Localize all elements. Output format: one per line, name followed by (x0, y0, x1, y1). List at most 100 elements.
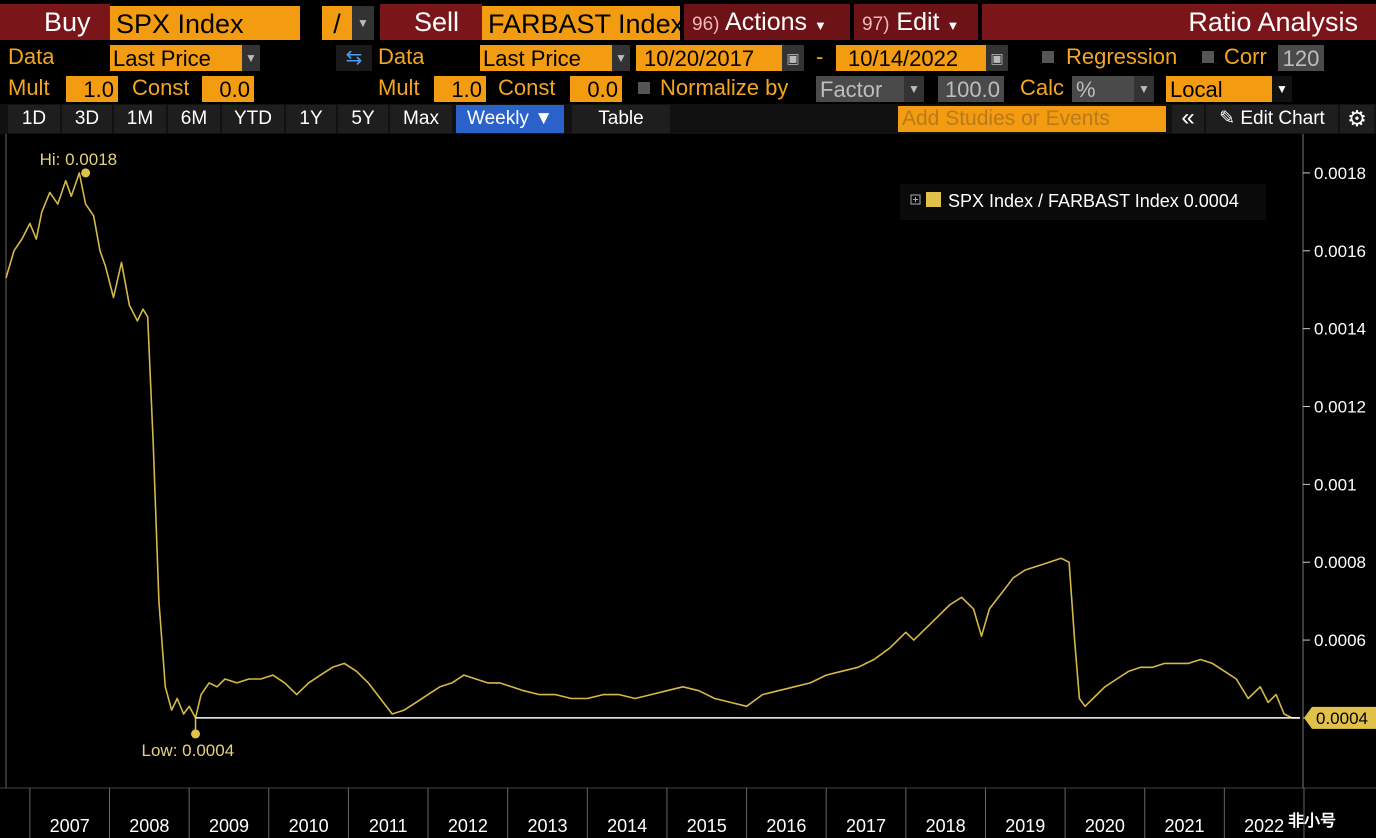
tab-1y[interactable]: 1Y (286, 105, 336, 133)
pencil-icon: ✎ (1219, 108, 1236, 129)
edit-label: Edit (896, 8, 940, 36)
tab-ytd[interactable]: YTD (222, 105, 284, 133)
ratio-chart-svg: 2007 2008 2009 2010 2011 2012 2013 2014 2015 2016… (0, 134, 1376, 838)
calc-dropdown-icon[interactable]: ▼ (1134, 76, 1154, 102)
y-tick-label: 0.001 (1314, 475, 1357, 494)
tab-5y[interactable]: 5Y (338, 105, 388, 133)
x-tick-label: 2009 (209, 816, 249, 836)
tab-table[interactable]: Table (572, 105, 670, 133)
last-value-label: 0.0004 (1316, 709, 1368, 728)
ratio-chart: 2007 2008 2009 2010 2011 2012 2013 2014 2015 2016… (0, 134, 1376, 838)
normalize-label: Normalize by (660, 75, 789, 100)
y-tick-label: 0.0016 (1314, 242, 1366, 261)
spacer (300, 6, 322, 40)
x-tick-label: 2015 (687, 816, 727, 836)
x-tick-label: 2013 (527, 816, 567, 836)
x-tick-label: 2017 (846, 816, 886, 836)
start-calendar-icon[interactable]: ▣ (782, 45, 804, 71)
const2-input[interactable]: 0.0 (570, 76, 622, 102)
data-label: Data (8, 44, 55, 69)
sell-section: Sell (380, 4, 482, 40)
edit-chart-button[interactable]: ✎ Edit Chart (1206, 105, 1338, 133)
x-tick-label: 2021 (1165, 816, 1205, 836)
mult-input[interactable]: 1.0 (66, 76, 118, 102)
actions-caret-icon: ▼ (813, 18, 827, 33)
edit-menu[interactable]: 97) Edit ▼ (854, 4, 978, 40)
edit-chart-label: Edit Chart (1240, 108, 1325, 129)
corr-input[interactable]: 120 (1278, 45, 1324, 71)
data-field-select[interactable]: Last Price (110, 45, 242, 71)
tab-max[interactable]: Max (390, 105, 452, 133)
corr-checkbox[interactable] (1202, 51, 1214, 63)
x-tick-label: 2007 (50, 816, 90, 836)
sell-label: Sell (414, 7, 460, 37)
normalize-checkbox[interactable] (638, 82, 650, 94)
tab-weekly[interactable]: Weekly ▼ (456, 105, 564, 133)
x-tick-label: 2012 (448, 816, 488, 836)
factor-input[interactable]: 100.0 (938, 76, 1004, 102)
tab-6m[interactable]: 6M (168, 105, 220, 133)
mult-row: Mult 1.0 Const 0.0 Mult 1.0 Const 0.0 No… (0, 73, 1376, 103)
tab-3d[interactable]: 3D (62, 105, 112, 133)
x-axis: 2007 2008 2009 2010 2011 2012 2013 2014 2015 2016… (0, 787, 1376, 838)
hi-marker (81, 168, 91, 178)
x-tick-label: 2022 (1244, 816, 1284, 836)
x-tick-label: 2019 (1005, 816, 1045, 836)
currency-dropdown-icon[interactable]: ▼ (1272, 76, 1292, 102)
series-line (5, 172, 1300, 719)
hi-label: Hi: 0.0018 (40, 150, 118, 169)
legend-label: SPX Index / FARBAST Index 0.0004 (948, 191, 1239, 211)
data-row: Data Last Price ▼ ⇆ Data Last Price ▼ 10… (0, 42, 1376, 72)
data2-label: Data (378, 44, 425, 69)
legend-box (900, 184, 1266, 220)
mult2-input[interactable]: 1.0 (434, 76, 486, 102)
data2-field-select[interactable]: Last Price (480, 45, 612, 71)
corr-label: Corr (1224, 44, 1267, 69)
normalize-select[interactable]: Factor (816, 76, 904, 102)
calc-select[interactable]: % (1072, 76, 1134, 102)
const2-label: Const (498, 75, 556, 100)
legend-swatch (926, 192, 941, 207)
y-tick-label: 0.0012 (1314, 398, 1366, 417)
y-tick-label: 0.0006 (1314, 631, 1366, 650)
buy-ticker-input[interactable]: SPX Index (110, 6, 300, 40)
end-date-input[interactable]: 10/14/2022 (836, 45, 986, 71)
x-tick-label: 2018 (926, 816, 966, 836)
start-date-input[interactable]: 10/20/2017 (636, 45, 782, 71)
actions-menu[interactable]: 96) Actions ▼ (684, 4, 850, 40)
edit-caret-icon: ▼ (946, 18, 960, 33)
data2-dropdown-icon[interactable]: ▼ (612, 45, 630, 71)
mult2-label: Mult (378, 75, 420, 100)
legend-expand-icon[interactable] (910, 194, 921, 205)
series-group (5, 172, 1300, 719)
annotations: Hi: 0.0018 Low: 0.0004 0.0004 (40, 150, 1376, 760)
regression-label: Regression (1066, 44, 1178, 69)
const-input[interactable]: 0.0 (202, 76, 254, 102)
tab-1m[interactable]: 1M (114, 105, 166, 133)
buy-section: Buy (0, 4, 110, 40)
tab-1d[interactable]: 1D (8, 105, 60, 133)
mult-label: Mult (8, 75, 50, 100)
currency-select[interactable]: Local (1166, 76, 1272, 102)
x-tick-label: 2011 (369, 816, 408, 836)
normalize-dropdown-icon[interactable]: ▼ (904, 76, 924, 102)
sell-ticker-input[interactable]: FARBAST Index (482, 6, 680, 40)
x-tick-label: 2016 (766, 816, 806, 836)
y-tick-label: 0.0018 (1314, 164, 1366, 183)
end-calendar-icon[interactable]: ▣ (986, 45, 1008, 71)
regression-checkbox[interactable] (1042, 51, 1054, 63)
x-axis-band (0, 788, 1376, 838)
operator-dropdown-icon[interactable]: ▼ (352, 6, 374, 40)
ticker-bar: Buy SPX Index / ▼ Sell FARBAST Index 96)… (0, 0, 1376, 40)
collapse-icon[interactable]: « (1172, 105, 1204, 133)
data-dropdown-icon[interactable]: ▼ (242, 45, 260, 71)
operator-select[interactable]: / (322, 6, 352, 40)
x-tick-label: 2010 (289, 816, 329, 836)
date-dash: - (816, 44, 824, 69)
buy-label: Buy (44, 7, 91, 37)
legend[interactable]: SPX Index / FARBAST Index 0.0004 (900, 184, 1266, 220)
gear-icon[interactable]: ⚙ (1340, 105, 1374, 133)
swap-icon[interactable]: ⇆ (336, 45, 372, 71)
const-label: Const (132, 75, 190, 100)
add-studies-input[interactable]: Add Studies or Events (898, 106, 1166, 132)
